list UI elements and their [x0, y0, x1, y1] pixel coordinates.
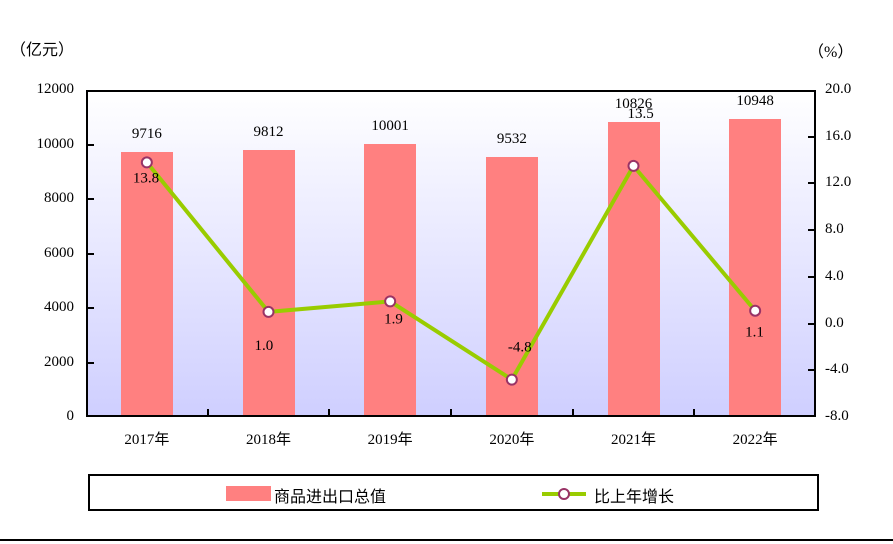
right-tick-label: 16.0 [825, 127, 852, 144]
bar-value-label: 10001 [371, 118, 409, 135]
bottom-rule [0, 539, 893, 541]
x-tick-label: 2020年 [489, 432, 535, 448]
left-tick-label: 10000 [36, 135, 75, 152]
left-tick-label: 8000 [44, 190, 74, 206]
x-tick-mark [206, 409, 209, 417]
x-tick-mark [328, 409, 331, 417]
left-axis-unit: （亿元） [10, 42, 75, 59]
line-marker [749, 304, 762, 317]
legend-line-icon [542, 488, 586, 500]
line-marker [262, 305, 275, 318]
right-tick-label: 0.0 [825, 314, 844, 331]
line-value-label: 1.0 [255, 338, 274, 354]
right-tick-label: 4.0 [825, 267, 844, 284]
left-tick-mark [86, 143, 94, 146]
legend-bar-label: 商品进出口总值 [274, 487, 387, 506]
bar [364, 144, 417, 415]
bar [729, 118, 782, 415]
bar-value-label: 10948 [736, 92, 774, 109]
right-tick-mark [808, 322, 816, 325]
line-value-label: 13.5 [628, 106, 654, 122]
right-axis-unit: （%） [808, 44, 854, 61]
left-tick-mark [86, 307, 94, 309]
right-tick-mark [808, 229, 816, 232]
line-marker [505, 373, 518, 386]
x-tick-label: 2017年 [124, 432, 170, 448]
x-tick-mark [450, 409, 452, 417]
left-tick-mark [86, 252, 94, 255]
line-marker [384, 295, 397, 308]
right-tick-label: -8.0 [825, 408, 849, 424]
bar-value-label: 9716 [131, 126, 162, 143]
right-tick-mark [808, 275, 816, 278]
line-marker [627, 159, 640, 172]
bar [242, 149, 295, 415]
bar-value-label: 10826 [614, 95, 653, 112]
bar [120, 152, 173, 415]
line-value-label: 1.1 [745, 325, 764, 341]
line-value-label: 13.8 [133, 170, 159, 186]
x-tick-label: 2022年 [732, 432, 778, 448]
right-tick-label: 12.0 [825, 174, 852, 191]
left-tick-label: 0 [66, 408, 75, 424]
legend-bar-swatch [226, 486, 271, 501]
x-tick-label: 2019年 [367, 432, 413, 448]
x-tick-label: 2021年 [610, 432, 656, 448]
x-tick-mark [571, 409, 574, 417]
right-tick-label: 8.0 [825, 221, 844, 238]
left-tick-mark [86, 198, 94, 200]
legend-line-label: 比上年增长 [594, 487, 675, 506]
bar-value-label: 9812 [253, 123, 284, 140]
left-tick-mark [86, 361, 94, 364]
right-tick-label: -4.0 [825, 361, 849, 378]
right-tick-label: 20.0 [825, 81, 852, 97]
line-value-label: 1.9 [384, 311, 403, 327]
plot-area [86, 90, 816, 417]
right-tick-mark [808, 182, 816, 185]
bar [485, 157, 538, 415]
left-tick-label: 2000 [44, 353, 74, 370]
legend: 商品进出口总值 比上年增长 [88, 474, 819, 511]
left-tick-label: 4000 [44, 299, 74, 315]
x-tick-label: 2018年 [245, 432, 291, 448]
line-value-label: -4.8 [508, 340, 532, 356]
bar-value-label: 9532 [496, 131, 527, 148]
left-tick-label: 6000 [44, 244, 74, 261]
right-tick-mark [808, 135, 816, 138]
x-tick-mark [693, 409, 696, 417]
right-tick-mark [808, 369, 816, 372]
left-tick-label: 12000 [36, 81, 75, 97]
line-marker [140, 156, 153, 169]
